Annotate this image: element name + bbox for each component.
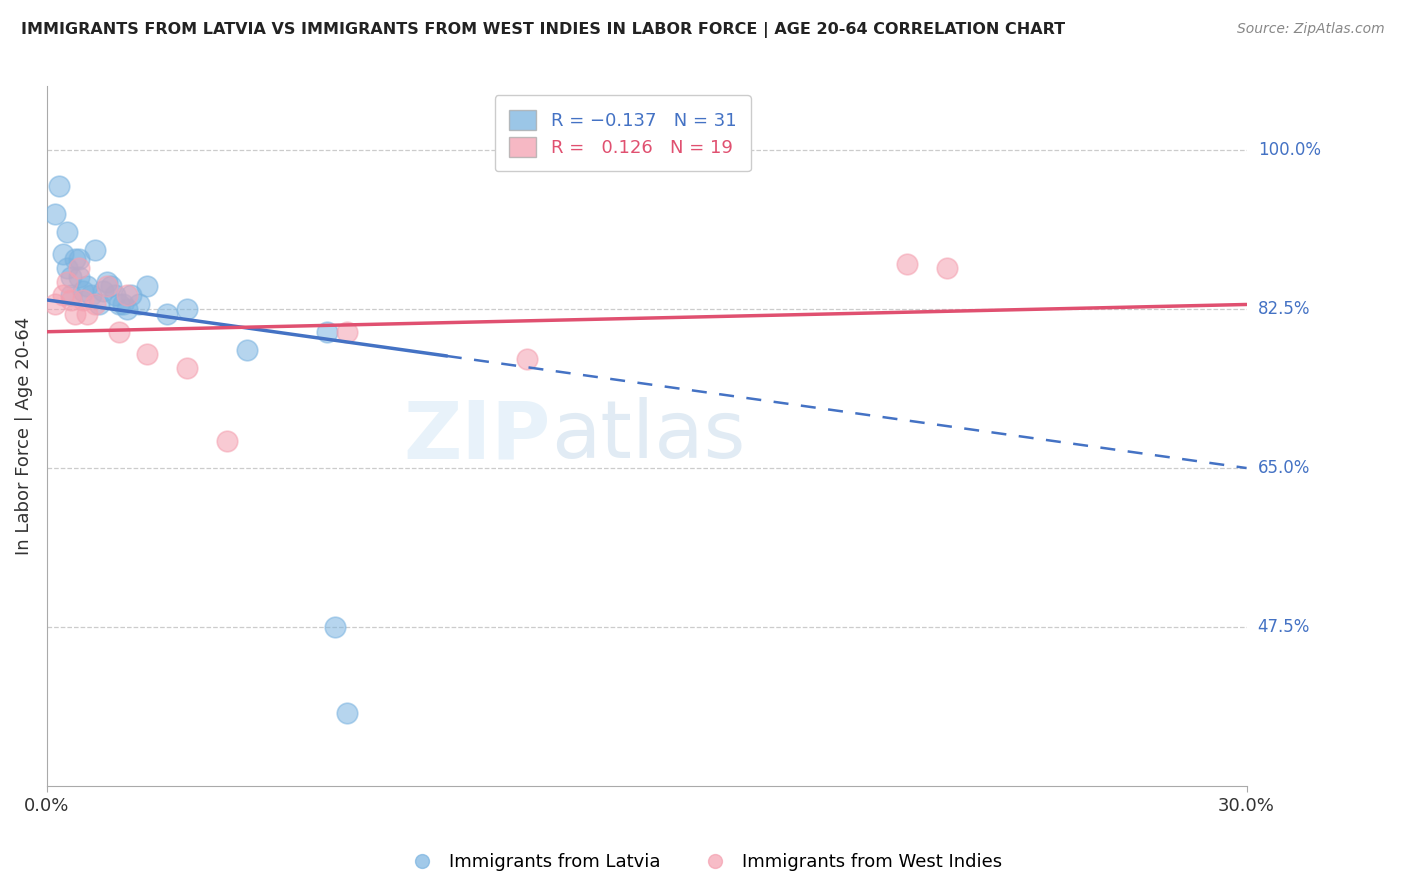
Point xyxy=(323,620,346,634)
Point xyxy=(100,279,122,293)
Point xyxy=(83,243,105,257)
Text: 100.0%: 100.0% xyxy=(1258,141,1320,159)
Text: 82.5%: 82.5% xyxy=(1258,300,1310,318)
Text: 65.0%: 65.0% xyxy=(1258,459,1310,477)
Point xyxy=(76,307,98,321)
Point xyxy=(156,307,179,321)
Point xyxy=(120,288,142,302)
Point xyxy=(52,288,75,302)
Point xyxy=(44,297,66,311)
Text: 47.5%: 47.5% xyxy=(1258,618,1310,636)
Point xyxy=(176,361,198,376)
Point xyxy=(56,225,79,239)
Point xyxy=(96,279,118,293)
Point xyxy=(135,347,157,361)
Point xyxy=(48,179,70,194)
Point xyxy=(52,247,75,261)
Point xyxy=(87,297,110,311)
Point xyxy=(135,279,157,293)
Point xyxy=(59,270,82,285)
Point xyxy=(315,325,337,339)
Point xyxy=(83,297,105,311)
Point xyxy=(115,301,138,316)
Legend: R = −0.137   N = 31, R =   0.126   N = 19: R = −0.137 N = 31, R = 0.126 N = 19 xyxy=(495,95,751,171)
Point xyxy=(935,261,957,276)
Point xyxy=(80,288,103,302)
Point xyxy=(128,297,150,311)
Point xyxy=(176,301,198,316)
Point xyxy=(336,706,359,721)
Point xyxy=(516,351,538,366)
Legend: Immigrants from Latvia, Immigrants from West Indies: Immigrants from Latvia, Immigrants from … xyxy=(396,847,1010,879)
Point xyxy=(63,307,86,321)
Point xyxy=(72,293,94,307)
Point xyxy=(67,270,90,285)
Point xyxy=(236,343,259,357)
Point xyxy=(108,297,131,311)
Text: IMMIGRANTS FROM LATVIA VS IMMIGRANTS FROM WEST INDIES IN LABOR FORCE | AGE 20-64: IMMIGRANTS FROM LATVIA VS IMMIGRANTS FRO… xyxy=(21,22,1066,38)
Point xyxy=(96,275,118,289)
Point xyxy=(91,284,114,298)
Point xyxy=(111,297,134,311)
Text: Source: ZipAtlas.com: Source: ZipAtlas.com xyxy=(1237,22,1385,37)
Point xyxy=(67,261,90,276)
Text: atlas: atlas xyxy=(551,397,745,475)
Point xyxy=(215,434,238,448)
Point xyxy=(44,206,66,220)
Text: ZIP: ZIP xyxy=(404,397,551,475)
Point xyxy=(104,288,127,302)
Point xyxy=(115,288,138,302)
Point xyxy=(896,256,918,270)
Point xyxy=(59,288,82,302)
Point xyxy=(63,252,86,266)
Point xyxy=(59,293,82,307)
Y-axis label: In Labor Force | Age 20-64: In Labor Force | Age 20-64 xyxy=(15,318,32,556)
Point xyxy=(56,275,79,289)
Point xyxy=(336,325,359,339)
Point xyxy=(108,325,131,339)
Point xyxy=(67,252,90,266)
Point xyxy=(76,279,98,293)
Point xyxy=(72,284,94,298)
Point xyxy=(56,261,79,276)
